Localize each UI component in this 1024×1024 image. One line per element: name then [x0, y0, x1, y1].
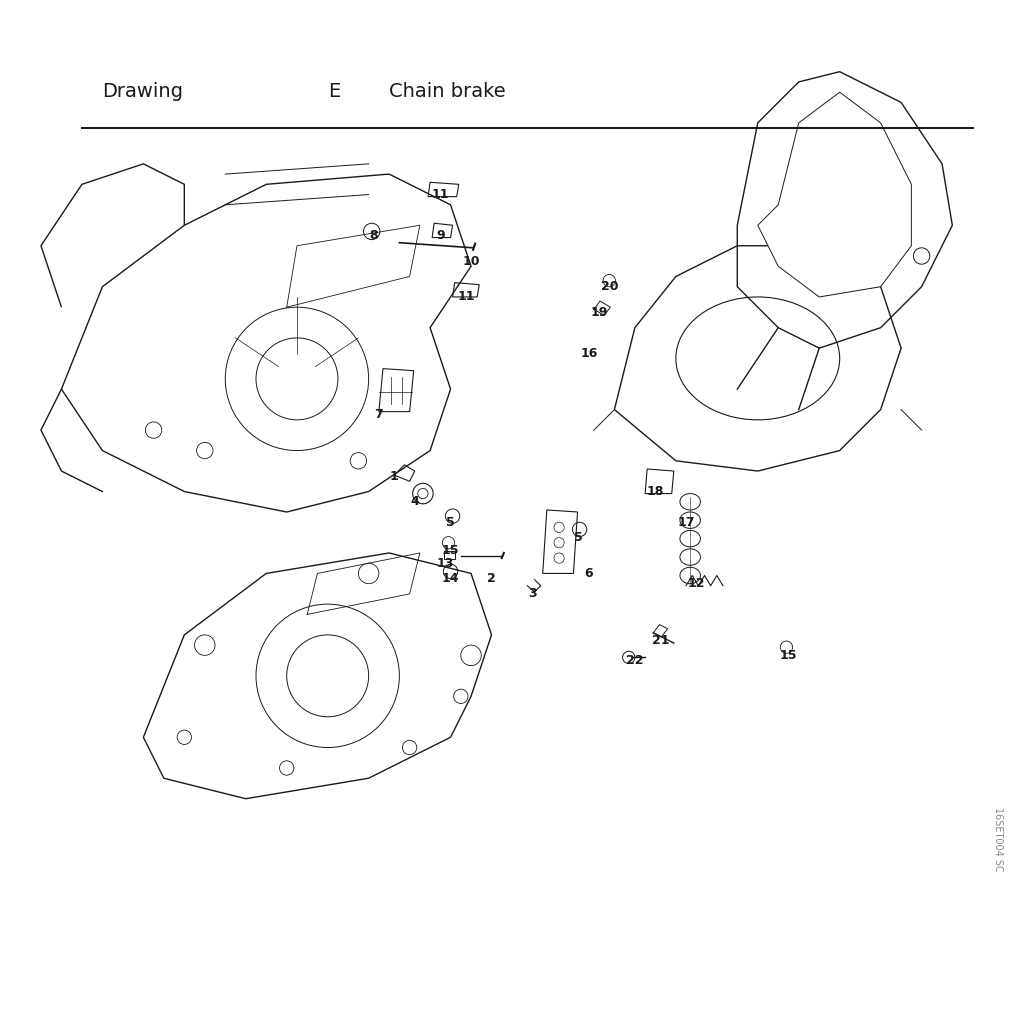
Text: 16SET004 SC: 16SET004 SC — [993, 807, 1004, 872]
Text: 15: 15 — [779, 649, 798, 662]
Circle shape — [913, 248, 930, 264]
Text: 8: 8 — [370, 229, 378, 242]
Text: 20: 20 — [600, 281, 618, 293]
Circle shape — [623, 651, 635, 664]
Text: 17: 17 — [677, 516, 695, 528]
Text: 15: 15 — [441, 545, 460, 557]
Text: 6: 6 — [585, 567, 593, 580]
Text: Drawing: Drawing — [102, 82, 183, 101]
Text: 9: 9 — [436, 229, 444, 242]
Text: 11: 11 — [431, 188, 450, 201]
Text: 21: 21 — [651, 634, 670, 646]
Text: 4: 4 — [411, 496, 419, 508]
Text: 3: 3 — [528, 588, 537, 600]
Text: E: E — [328, 82, 340, 101]
Text: 7: 7 — [375, 409, 383, 421]
Text: 12: 12 — [687, 578, 706, 590]
Text: 11: 11 — [457, 291, 475, 303]
Text: 16: 16 — [581, 347, 597, 359]
Text: Chain brake: Chain brake — [389, 82, 506, 101]
Polygon shape — [758, 92, 911, 297]
Text: 22: 22 — [626, 654, 644, 667]
Text: 10: 10 — [462, 255, 480, 267]
Text: 14: 14 — [441, 572, 460, 585]
Text: 1: 1 — [390, 470, 398, 482]
Text: 18: 18 — [647, 485, 664, 498]
Text: 5: 5 — [446, 516, 455, 528]
Text: 5: 5 — [574, 531, 583, 544]
Text: 19: 19 — [591, 306, 607, 318]
Text: 13: 13 — [437, 557, 454, 569]
Text: 2: 2 — [487, 572, 496, 585]
